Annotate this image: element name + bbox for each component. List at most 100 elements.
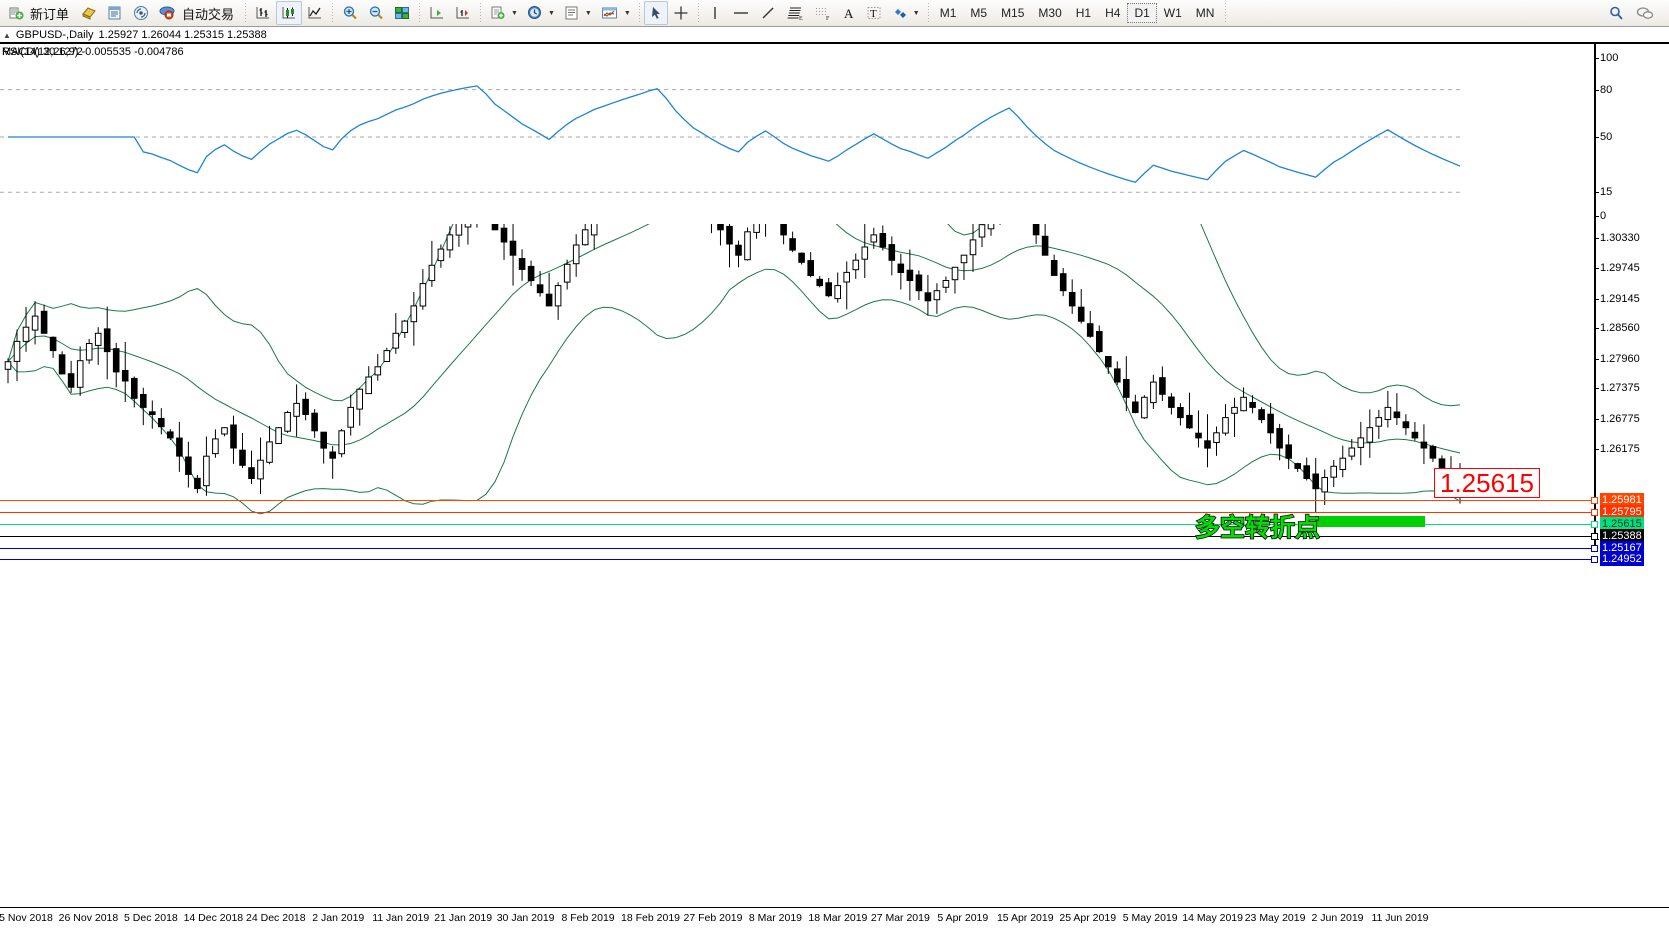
new-order-label: 新订单 [30, 6, 70, 22]
text-label-tool-button[interactable]: T [861, 1, 887, 25]
templates-button[interactable]: ▼ [485, 1, 522, 25]
time-axis-tick: 27 Feb 2019 [683, 912, 743, 924]
timeframe-w1[interactable]: W1 [1163, 6, 1182, 20]
tile-windows-button[interactable] [389, 1, 415, 25]
price-level-handle[interactable] [1591, 556, 1598, 563]
price-level-line[interactable] [0, 533, 1598, 540]
price-axis-tick: 1.27375 [1595, 382, 1640, 395]
price-level-line[interactable] [0, 556, 1598, 563]
shapes-tool-button[interactable]: ▼ [887, 1, 924, 25]
timeframe-m1[interactable]: M1 [939, 6, 957, 20]
chevron-down-icon[interactable]: ▼ [623, 9, 631, 17]
toolbar-separator [480, 3, 482, 23]
tile-windows-icon [395, 7, 410, 19]
price-level-badge: 1.24952 [1600, 552, 1644, 566]
properties-button[interactable]: ▼ [559, 1, 596, 25]
bar-chart-button[interactable] [250, 1, 276, 25]
rsi-chart-svg [0, 85, 1461, 193]
fibonacci-tool-button[interactable]: E [781, 1, 809, 25]
chevron-down-icon[interactable]: ▼ [547, 9, 555, 17]
price-level-handle[interactable] [1591, 509, 1598, 516]
timeframe-m30[interactable]: M30 [1038, 6, 1062, 20]
price-level-line[interactable] [0, 497, 1598, 504]
price-level-line[interactable] [0, 545, 1598, 552]
time-axis-tick: 21 Jan 2019 [434, 912, 493, 924]
time-axis-tick: 15 Apr 2019 [996, 912, 1054, 924]
chart-area[interactable]: 1.338851.333001.327001.321151.315151.309… [0, 42, 1669, 948]
price-level-line[interactable] [0, 509, 1598, 516]
rsi-axis-tick: 100 [1594, 52, 1619, 64]
price-axis-tick: 1.29745 [1595, 262, 1640, 275]
zoom-out-button[interactable] [363, 1, 389, 25]
autotrade-button[interactable]: 自动交易 [154, 1, 241, 25]
price-axis-tick: 1.27960 [1595, 352, 1640, 365]
price-level-badge: 1.25388 [1600, 529, 1644, 543]
channel-tool-button[interactable]: F [809, 1, 837, 25]
period-button[interactable]: ▼ [522, 1, 559, 25]
time-axis-tick: 2 Jan 2019 [312, 912, 365, 924]
zoom-out-icon [369, 6, 383, 20]
price-axis-tick: 1.30330 [1595, 232, 1640, 245]
auto-scroll-button[interactable] [450, 1, 476, 25]
price-level-badge: 1.25795 [1600, 505, 1644, 519]
rsi-plot[interactable] [0, 44, 1594, 224]
horizontal-line-icon [733, 12, 748, 14]
indicators-button[interactable]: ▼ [596, 1, 635, 25]
text-label-icon: T [867, 7, 881, 20]
zoom-in-button[interactable] [337, 1, 363, 25]
search-icon[interactable] [1607, 5, 1625, 21]
price-level-handle[interactable] [1591, 497, 1598, 504]
properties-icon [565, 6, 578, 20]
rsi-pane[interactable]: RSI(14) 30.1272 100 80 50 15 0 [0, 42, 1669, 224]
chevron-down-icon[interactable]: ▼ [511, 9, 518, 17]
shift-chart-button[interactable] [424, 1, 450, 25]
time-axis-tick: 18 Mar 2019 [808, 912, 868, 924]
trendline-tool-button[interactable] [755, 1, 781, 25]
cursor-tool-button[interactable] [643, 1, 668, 25]
price-level-handle[interactable] [1591, 545, 1598, 552]
timeframe-mn[interactable]: MN [1195, 6, 1215, 20]
horizontal-line-tool-button[interactable] [727, 1, 755, 25]
collapse-triangle-icon[interactable]: ▲ [3, 30, 11, 40]
time-axis-tick: 8 Feb 2019 [561, 912, 615, 924]
toolbar-separator [245, 3, 247, 23]
text-tool-button[interactable]: A [837, 1, 861, 25]
time-axis-tick: 11 Jan 2019 [372, 912, 430, 924]
timeframe-m5[interactable]: M5 [970, 6, 988, 20]
text-icon: A [844, 6, 854, 21]
vertical-line-tool-button[interactable] [703, 1, 727, 25]
timeframe-m15[interactable]: M15 [1001, 6, 1025, 20]
symbol-name: GBPUSD-,Daily [15, 29, 94, 41]
new-order-button[interactable]: 新订单 [4, 1, 76, 25]
symbol-ohlc: 1.25927 1.26044 1.25315 1.25388 [98, 29, 267, 41]
expert-advisors-button[interactable] [76, 1, 102, 25]
data-window-button[interactable] [102, 1, 128, 25]
price-callout: 1.25615 [1434, 468, 1540, 498]
shift-chart-icon [430, 7, 444, 19]
timeframe-d1[interactable]: D1 [1127, 3, 1157, 23]
chevron-down-icon[interactable]: ▼ [912, 9, 920, 17]
rsi-axis-tick: 15 [1594, 186, 1613, 199]
svg-text:A: A [844, 6, 854, 21]
timeframe-h1[interactable]: H1 [1075, 6, 1092, 20]
chat-icon[interactable] [1635, 5, 1655, 21]
crosshair-tool-button[interactable] [668, 1, 694, 25]
time-axis-tick: 23 May 2019 [1244, 912, 1306, 924]
candlestick-chart-button[interactable] [276, 1, 303, 25]
time-axis-tick: 8 Mar 2019 [748, 912, 803, 924]
line-chart-button[interactable] [302, 1, 328, 25]
time-axis-tick: 2 Jun 2019 [1311, 912, 1364, 924]
templates-icon [491, 6, 505, 19]
clock-icon [527, 6, 541, 19]
chevron-down-icon[interactable]: ▼ [584, 9, 592, 17]
price-level-handle[interactable] [1591, 533, 1598, 540]
time-axis-tick: 18 Feb 2019 [621, 912, 681, 924]
price-level-handle[interactable] [1591, 521, 1598, 528]
market-icon [159, 6, 175, 20]
toolbar-separator [638, 3, 640, 23]
signals-button[interactable] [128, 1, 154, 25]
chinese-annotation: 多空转折点 [1194, 512, 1321, 543]
price-level-line[interactable] [0, 521, 1598, 528]
price-axis-tick: 1.29145 [1595, 292, 1640, 305]
timeframe-h4[interactable]: H4 [1105, 6, 1121, 20]
